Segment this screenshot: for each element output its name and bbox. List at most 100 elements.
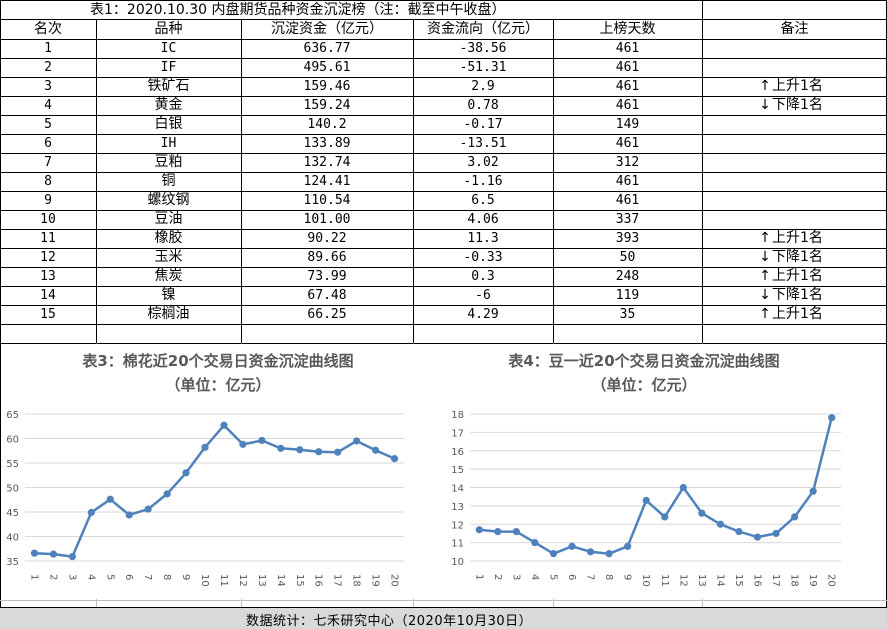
table-cell-name: 黄金 <box>154 97 183 113</box>
table-cell-flow: -38.56 <box>459 41 507 56</box>
x-tick-label: 15 <box>733 574 744 587</box>
table-cell-fund: 159.46 <box>303 79 351 94</box>
table-cell-days: 50 <box>619 250 636 265</box>
table-cell-fund: 124.41 <box>303 174 351 189</box>
table-cell-rank: 13 <box>40 269 56 284</box>
x-tick-label: 10 <box>199 574 210 587</box>
x-tick-label: 18 <box>789 574 800 587</box>
y-tick-label: 14 <box>451 484 464 495</box>
column-header: 名次 <box>34 21 62 37</box>
table-cell-rank: 4 <box>44 98 52 113</box>
data-point <box>163 490 171 498</box>
column-header: 备注 <box>780 21 809 37</box>
table-cell-rank: 15 <box>40 307 56 322</box>
table-cell-flow: 3.02 <box>467 155 499 170</box>
table-cell-fund: 73.99 <box>307 269 347 284</box>
table-cell-rank: 6 <box>44 136 52 151</box>
data-point <box>716 520 725 528</box>
rank-change-note: 上升1名 <box>772 268 823 284</box>
data-point <box>568 542 576 550</box>
data-point <box>549 550 558 558</box>
table-cell-name: 橡胶 <box>154 230 183 246</box>
table-cell-name: 螺纹钢 <box>147 192 190 208</box>
x-tick-label: 18 <box>351 574 362 587</box>
table-cell-days: 312 <box>615 155 640 170</box>
x-tick-label: 17 <box>770 574 781 587</box>
table-cell-flow: -6 <box>475 288 491 303</box>
data-point <box>531 539 539 547</box>
data-point <box>144 505 152 513</box>
table-cell-rank: 11 <box>40 231 56 246</box>
x-tick-label: 1 <box>28 574 39 580</box>
rank-change-note: 下降1名 <box>772 97 823 113</box>
y-tick-label: 18 <box>451 410 464 421</box>
data-point <box>809 487 817 495</box>
x-tick-label: 8 <box>161 574 172 580</box>
table-cell-name: 白银 <box>154 116 183 132</box>
footer-bar: 数据统计：七禾研究中心（2020年10月30日） <box>0 607 887 629</box>
data-point <box>258 436 266 445</box>
y-tick-label: 16 <box>451 447 464 458</box>
column-header: 资金流向（亿元） <box>427 21 539 37</box>
x-tick-label: 9 <box>622 574 633 580</box>
data-point <box>87 508 95 517</box>
table-cell-fund: 89.66 <box>307 250 347 265</box>
table-cell-rank: 2 <box>44 60 52 75</box>
x-tick-label: 17 <box>332 574 343 587</box>
table-cell-days: 337 <box>615 212 640 227</box>
y-tick-label: 35 <box>6 557 19 568</box>
x-tick-label: 10 <box>640 574 651 587</box>
x-tick-label: 9 <box>180 574 191 580</box>
table-cell-rank: 12 <box>40 250 56 265</box>
table-cell-fund: 66.25 <box>307 307 347 322</box>
x-tick-label: 5 <box>104 574 115 580</box>
data-point <box>642 496 650 504</box>
y-tick-label: 11 <box>451 539 464 550</box>
data-point <box>512 528 520 536</box>
soybean-chart-title: 表4：豆一近20个交易日资金沉淀曲线图 <box>508 352 780 370</box>
arrow-down-icon: ↓ <box>759 97 771 113</box>
table-cell-flow: -51.31 <box>459 60 507 75</box>
table-cell-days: 461 <box>615 98 640 113</box>
table-cell-rank: 10 <box>40 212 56 227</box>
table-cell-flow: 0.78 <box>467 98 499 113</box>
data-point <box>353 437 361 445</box>
arrow-up-icon: ↑ <box>759 78 771 94</box>
data-point <box>828 414 836 422</box>
data-point <box>605 550 613 558</box>
data-point <box>624 542 632 550</box>
x-tick-label: 6 <box>123 574 134 580</box>
rank-change-note: 上升1名 <box>772 306 823 322</box>
x-tick-label: 14 <box>714 574 725 587</box>
data-point <box>334 448 342 456</box>
table-cell-rank: 7 <box>44 155 52 170</box>
arrow-up-icon: ↑ <box>759 230 771 246</box>
table-cell-name: 豆油 <box>154 211 183 227</box>
table-cell-flow: 4.06 <box>467 212 499 227</box>
x-tick-label: 2 <box>492 574 503 580</box>
table-cell-name: IH <box>160 136 177 151</box>
table-cell-fund: 133.89 <box>303 136 351 151</box>
data-point <box>475 526 483 534</box>
y-tick-label: 15 <box>451 465 464 476</box>
table-cell-name: 焦炭 <box>154 268 183 284</box>
table-cell-rank: 3 <box>44 79 52 94</box>
table-cell-flow: -0.33 <box>463 250 503 265</box>
table-cell-days: 461 <box>615 174 640 189</box>
table-cell-name: 铁矿石 <box>147 78 190 94</box>
x-tick-label: 7 <box>142 574 153 580</box>
x-tick-label: 13 <box>696 574 707 587</box>
table-cell-fund: 495.61 <box>303 60 351 75</box>
table-cell-rank: 9 <box>44 193 52 208</box>
x-tick-label: 20 <box>826 574 837 587</box>
data-point <box>68 552 76 561</box>
y-tick-label: 17 <box>451 428 464 439</box>
table-cell-flow: 0.3 <box>471 269 495 284</box>
table-cell-days: 35 <box>619 307 636 322</box>
cotton-chart: 表3：棉花近20个交易日资金沉淀曲线图 （单位：亿元） 35 40 45 50 55 60… <box>1 344 435 599</box>
x-tick-label: 13 <box>256 574 267 587</box>
data-point <box>30 549 39 557</box>
